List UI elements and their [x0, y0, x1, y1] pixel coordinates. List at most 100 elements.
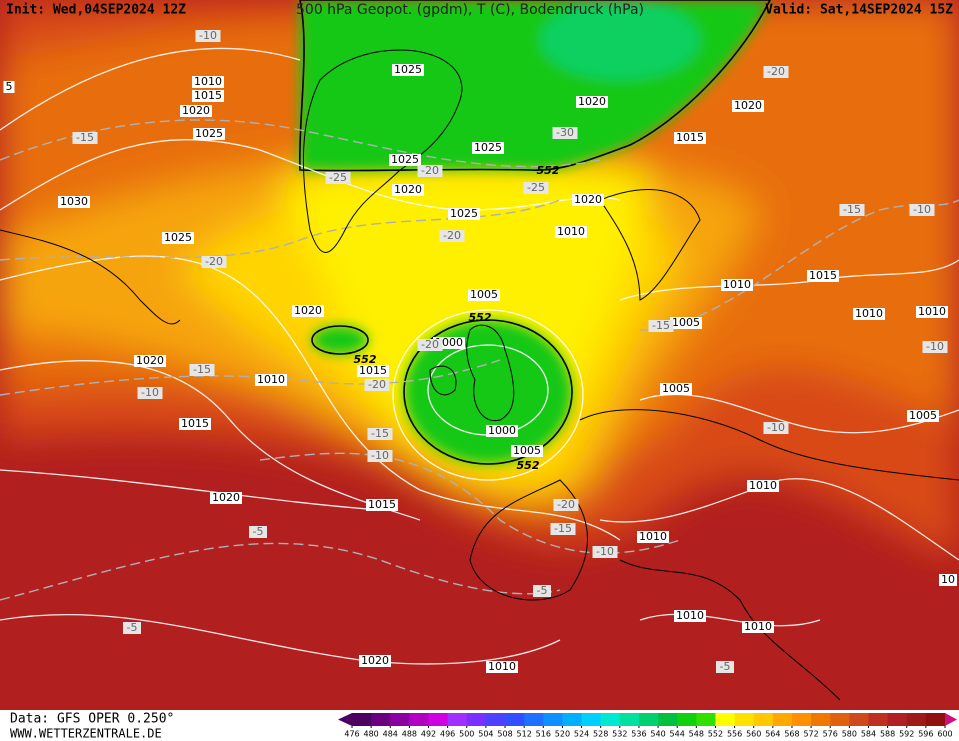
- colorbar-label: 556: [727, 730, 742, 739]
- isobar-label: 1015: [366, 498, 398, 511]
- colorbar-label: 552: [708, 730, 723, 739]
- isobar-label: 10: [939, 573, 957, 586]
- temperature-label-box: [716, 661, 734, 673]
- temperature-label-text: -5: [537, 584, 548, 597]
- temperature-label-box: [552, 127, 578, 139]
- isobar-label: 5: [3, 80, 15, 93]
- isobar-label-box: [660, 383, 692, 395]
- colorbar-label: 588: [880, 730, 895, 739]
- isobar-label-text: 1015: [676, 131, 704, 144]
- isobar-label-text: 1015: [809, 269, 837, 282]
- temperature-label-text: -20: [421, 164, 439, 177]
- temperature-label-text: -20: [205, 255, 223, 268]
- isobar-label-box: [134, 355, 166, 367]
- isobar-label-text: 1010: [676, 609, 704, 622]
- isobar-label-text: 1020: [136, 354, 164, 367]
- colorbar-swatch: [409, 713, 430, 726]
- temperature-label-box: [123, 622, 141, 634]
- temperature-label-box: [364, 379, 390, 391]
- colorbar-label: 476: [344, 730, 359, 739]
- isobar-label-box: [916, 306, 948, 318]
- colorbar: 476 480 484 488 492 496 500 504 508 512 516 520 524 5…: [338, 713, 957, 739]
- temperature-label-box: [550, 523, 576, 535]
- isobar-label-box: [292, 305, 324, 317]
- website: WWW.WETTERZENTRALE.DE: [10, 727, 162, 741]
- temperature-label-text: -10: [371, 449, 389, 462]
- temperature-label: -10: [195, 29, 221, 42]
- temperature-label-text: -20: [557, 498, 575, 511]
- isobar-label-text: 5: [6, 80, 13, 93]
- isobar-label-box: [192, 90, 224, 102]
- isobar-label-text: 1020: [394, 183, 422, 196]
- isobar-label-text: 1010: [918, 305, 946, 318]
- temperature-label: -20: [201, 255, 227, 268]
- isobar-label: 1015: [179, 417, 211, 430]
- colorbar-swatch: [600, 713, 621, 726]
- colorbar-label: 504: [478, 730, 493, 739]
- isobar-label: 1005: [660, 382, 692, 395]
- isobar-label-text: 1020: [361, 654, 389, 667]
- isobar-label: 1010: [747, 479, 779, 492]
- isobar-label-text: 1030: [60, 195, 88, 208]
- colorbar-label: 544: [670, 730, 685, 739]
- temperature-label-box: [249, 526, 267, 538]
- isobar-label-box: [179, 418, 211, 430]
- isobar-label-text: 1010: [557, 225, 585, 238]
- colorbar-swatch: [658, 713, 678, 726]
- isobar-label-box: [192, 76, 224, 88]
- map-title: 500 hPa Geopot. (gpdm), T (C), Bodendruc…: [296, 2, 644, 18]
- temperature-label: -10: [909, 203, 935, 216]
- colorbar-swatch: [428, 713, 449, 726]
- isobar-label: 1020: [134, 354, 166, 367]
- isobar-label: 1010: [721, 278, 753, 291]
- temperature-label-text: -20: [368, 378, 386, 391]
- isobar-label-box: [392, 184, 424, 196]
- isobar-label: 1020: [292, 304, 324, 317]
- temperature-label-box: [72, 132, 98, 144]
- isobar-label: 1025: [162, 231, 194, 244]
- height-contour-label: 552: [469, 311, 492, 324]
- temperature-label: -20: [439, 229, 465, 242]
- temperature-label: -10: [367, 449, 393, 462]
- temperature-label-text: -5: [253, 525, 264, 538]
- isobar-label-box: [807, 270, 839, 282]
- colorbar-label: 536: [631, 730, 646, 739]
- temperature-label: -20: [763, 65, 789, 78]
- colorbar-label: 564: [765, 730, 780, 739]
- colorbar-swatch: [390, 713, 410, 726]
- colorbar-swatch: [811, 713, 831, 726]
- isobar-label: 1010: [255, 373, 287, 386]
- temperature-label: -10: [137, 386, 163, 399]
- temperature-label-box: [533, 585, 551, 597]
- colorbar-swatch: [868, 713, 889, 726]
- isobar-label-text: 1020: [294, 304, 322, 317]
- isobar-label: 1015: [192, 89, 224, 102]
- temperature-label-text: -25: [527, 181, 545, 194]
- isobar-label: 1025: [448, 207, 480, 220]
- isobar-label-text: 1010: [749, 479, 777, 492]
- isobar-label: 1005: [468, 288, 500, 301]
- colorbar-swatch: [352, 713, 372, 726]
- temperature-label-box: [137, 387, 163, 399]
- isobar-label-box: [742, 621, 774, 633]
- colorbar-swatch: [447, 713, 468, 726]
- isobar-label-text: 10: [941, 573, 955, 586]
- height-contour-label: 552: [537, 164, 560, 177]
- temperature-label-text: -10: [141, 386, 159, 399]
- isobar-label-box: [180, 105, 212, 117]
- temperature-label-text: -15: [843, 203, 861, 216]
- isobar-label-text: 1000: [488, 424, 516, 437]
- coastlines: [0, 49, 959, 701]
- isobar-label-box: [853, 308, 885, 320]
- isobar-label: 1015: [674, 131, 706, 144]
- isobar-label: 1020: [732, 99, 764, 112]
- temperature-label: -15: [72, 131, 98, 144]
- isobar-label-box: [555, 226, 587, 238]
- isobar-label-box: [511, 445, 543, 457]
- temperature-label-text: -30: [556, 126, 574, 139]
- colorbar-swatch: [849, 713, 869, 726]
- temperature-label-text: -10: [596, 545, 614, 558]
- temperature-label: -5: [249, 525, 267, 538]
- temperature-label: -20: [553, 498, 579, 511]
- isobar-label-text: 1025: [164, 231, 192, 244]
